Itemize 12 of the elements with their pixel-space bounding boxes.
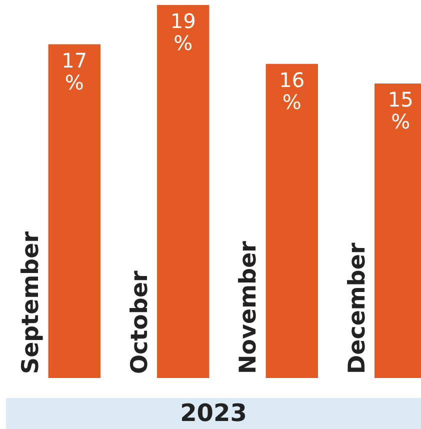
data-label: 19 % xyxy=(170,9,196,56)
x-tick-label: November xyxy=(236,240,262,374)
data-label: 16 % xyxy=(279,68,305,114)
x-axis-title: 2023 xyxy=(6,398,421,429)
data-label: 15 % xyxy=(388,88,414,134)
x-tick-label: October xyxy=(126,270,153,374)
bar xyxy=(157,5,210,378)
x-tick-label: December xyxy=(344,242,370,374)
bar xyxy=(48,44,100,378)
data-label: 17 % xyxy=(62,48,88,94)
bar xyxy=(266,64,318,378)
x-tick-label: September xyxy=(18,230,44,374)
